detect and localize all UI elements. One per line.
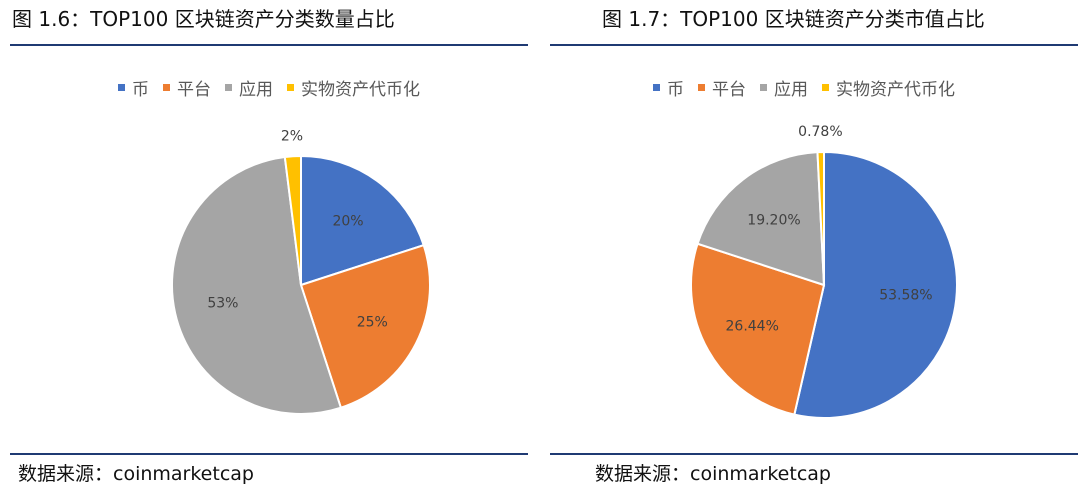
data-label: 0.78% (798, 124, 842, 140)
legend-item-application: 应用 (760, 75, 808, 100)
legend-swatch (760, 83, 767, 91)
title-divider (550, 44, 1078, 46)
slice-platform (299, 243, 431, 409)
legend-item-coin: 币 (118, 75, 149, 100)
title-divider (10, 44, 528, 46)
data-label: 25% (357, 314, 388, 330)
legend-label: 币 (667, 79, 684, 100)
legend-label: 实物资产代币化 (836, 79, 955, 100)
pie-chart-quantity: 20% 25% 53% 2% (171, 128, 431, 415)
legend-label: 币 (132, 79, 149, 100)
slice-platform (690, 242, 826, 416)
chart-panel-quantity: 图 1.6：TOP100 区块链资产分类数量占比 币 平台 应用 实物资产代币化… (10, 7, 528, 485)
legend-swatch (287, 83, 294, 91)
chart-title: 图 1.6：TOP100 区块链资产分类数量占比 (12, 7, 395, 31)
legend-label: 应用 (774, 79, 808, 100)
chart-legend: 币 平台 应用 实物资产代币化 (653, 74, 969, 100)
legend-label: 应用 (239, 79, 273, 100)
legend-swatch (698, 83, 705, 91)
slice-asset-tokenization (283, 154, 302, 286)
legend-swatch (653, 83, 660, 91)
legend-swatch (225, 83, 232, 91)
pie-chart-market-cap: 53.58% 26.44% 19.20% 0.78% (690, 124, 958, 419)
data-label: 2% (281, 128, 303, 144)
legend-label: 平台 (712, 79, 746, 100)
data-source: 数据来源：coinmarketcap (18, 463, 254, 485)
chart-panel-market-cap: 图 1.7：TOP100 区块链资产分类市值占比 币 平台 应用 实物资产代币化… (540, 0, 1080, 491)
legend-item-asset-tokenization: 实物资产代币化 (822, 75, 955, 100)
legend-label: 平台 (177, 79, 211, 100)
source-divider (550, 453, 1078, 455)
data-label: 26.44% (726, 319, 779, 335)
chart-legend: 币 平台 应用 实物资产代币化 (118, 74, 434, 100)
legend-item-asset-tokenization: 实物资产代币化 (287, 75, 420, 100)
data-label: 53% (207, 295, 238, 311)
chart-title: 图 1.7：TOP100 区块链资产分类市值占比 (602, 7, 985, 31)
legend-item-platform: 平台 (698, 75, 746, 100)
legend-swatch (163, 83, 170, 91)
data-label: 53.58% (879, 287, 932, 303)
legend-item-platform: 平台 (163, 75, 211, 100)
slice-application (171, 155, 343, 415)
slice-asset-tokenization (816, 150, 825, 286)
legend-item-application: 应用 (225, 75, 273, 100)
data-source: 数据来源：coinmarketcap (595, 463, 831, 485)
data-label: 20% (332, 213, 363, 229)
source-divider (10, 453, 528, 455)
legend-label: 实物资产代币化 (301, 79, 420, 100)
slice-coin (793, 150, 958, 419)
legend-item-coin: 币 (653, 75, 684, 100)
slice-application (696, 151, 826, 287)
slice-coin (300, 154, 425, 287)
data-label: 19.20% (747, 213, 800, 229)
legend-swatch (118, 83, 125, 91)
legend-swatch (822, 83, 829, 91)
